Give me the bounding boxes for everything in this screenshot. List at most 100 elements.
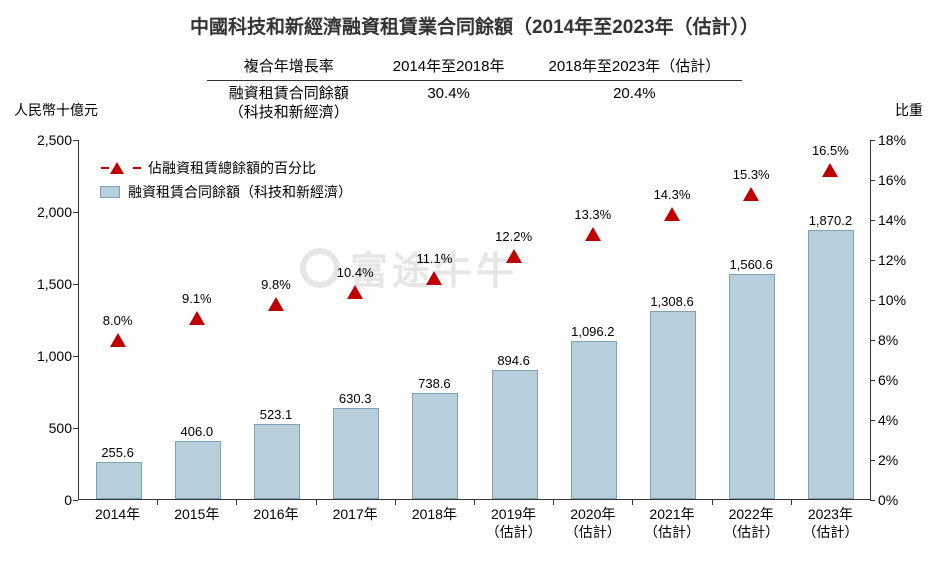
legend-bar-icon xyxy=(100,186,120,198)
ytick-right: 6% xyxy=(878,372,898,388)
xtick-mark xyxy=(632,500,633,505)
pct-value-label: 11.1% xyxy=(416,251,452,266)
x-category-label: 2016年 xyxy=(253,506,298,524)
right-axis-line xyxy=(870,140,871,500)
x-category-label: 2023年（估計） xyxy=(802,506,858,541)
pct-marker-triangle-icon xyxy=(664,207,680,221)
bar-value-label: 255.6 xyxy=(101,445,134,460)
rate-col-1: 2014年至2018年 xyxy=(371,51,527,81)
bar xyxy=(808,230,854,499)
x-category-label: 2015年 xyxy=(174,506,219,524)
pct-marker-triangle-icon xyxy=(110,333,126,347)
bar-value-label: 894.6 xyxy=(497,353,530,368)
legend-bar-label: 融資租賃合同餘額（科技和新經濟） xyxy=(128,182,352,202)
ytick-left: 2,500 xyxy=(28,132,72,148)
ytick-left-mark xyxy=(73,140,78,141)
ytick-left-mark xyxy=(73,428,78,429)
pct-marker-triangle-icon xyxy=(822,163,838,177)
x-category-label: 2022年（估計） xyxy=(723,506,779,541)
pct-value-label: 10.4% xyxy=(337,265,374,280)
ytick-right-mark xyxy=(870,140,875,141)
pct-marker-triangle-icon xyxy=(268,297,284,311)
ytick-right-mark xyxy=(870,420,875,421)
x-category-label: 2017年 xyxy=(333,506,378,524)
bar-value-label: 1,096.2 xyxy=(571,324,614,339)
ytick-right: 10% xyxy=(878,292,906,308)
ytick-left: 0 xyxy=(28,492,72,508)
x-category-label: 2019年（估計） xyxy=(486,506,542,541)
bar xyxy=(412,393,458,499)
ytick-left: 2,000 xyxy=(28,204,72,220)
y-axis-right-label: 比重 xyxy=(895,100,923,120)
bar-value-label: 1,560.6 xyxy=(730,257,773,272)
bar xyxy=(333,408,379,499)
pct-value-label: 9.1% xyxy=(182,291,212,306)
xtick-mark xyxy=(474,500,475,505)
legend-dash-2 xyxy=(133,167,141,169)
x-category-label: 2014年 xyxy=(95,506,140,524)
ytick-left: 500 xyxy=(28,420,72,436)
bar xyxy=(492,370,538,499)
ytick-right-mark xyxy=(870,300,875,301)
ytick-left-mark xyxy=(73,500,78,501)
pct-marker-triangle-icon xyxy=(347,285,363,299)
xtick-mark xyxy=(395,500,396,505)
ytick-right-mark xyxy=(870,220,875,221)
ytick-left: 1,000 xyxy=(28,348,72,364)
xtick-mark xyxy=(157,500,158,505)
bar xyxy=(571,341,617,499)
xtick-mark xyxy=(712,500,713,505)
bar-value-label: 523.1 xyxy=(260,407,293,422)
bar-value-label: 406.0 xyxy=(181,424,214,439)
ytick-left: 1,500 xyxy=(28,276,72,292)
rate-col-2: 2018年至2023年（估計） xyxy=(527,51,743,81)
chart-title: 中國科技和新經濟融資租賃業合同餘額（2014年至2023年（估計）） xyxy=(0,0,949,39)
ytick-right: 18% xyxy=(878,132,906,148)
pct-marker-triangle-icon xyxy=(506,249,522,263)
ytick-right: 12% xyxy=(878,252,906,268)
bar xyxy=(650,311,696,499)
pct-value-label: 12.2% xyxy=(495,229,532,244)
x-category-label: 2021年（估計） xyxy=(644,506,700,541)
bar xyxy=(729,274,775,499)
rate-row-label-l2: （科技和新經濟） xyxy=(229,104,349,123)
legend-dash-1 xyxy=(101,167,109,169)
bar-value-label: 1,308.6 xyxy=(650,294,693,309)
pct-value-label: 16.5% xyxy=(812,143,849,158)
ytick-right: 16% xyxy=(878,172,906,188)
ytick-right-mark xyxy=(870,180,875,181)
ytick-left-mark xyxy=(73,284,78,285)
ytick-right-mark xyxy=(870,500,875,501)
ytick-left-mark xyxy=(73,356,78,357)
y-axis-left-label: 人民幣十億元 xyxy=(14,100,98,120)
legend-row-marker: 佔融資租賃總餘額的百分比 xyxy=(100,158,352,178)
ytick-right-mark xyxy=(870,260,875,261)
ytick-right-mark xyxy=(870,340,875,341)
pct-value-label: 15.3% xyxy=(733,167,770,182)
ytick-left-mark xyxy=(73,212,78,213)
xtick-mark xyxy=(791,500,792,505)
ytick-right: 0% xyxy=(878,492,898,508)
bar xyxy=(254,424,300,499)
pct-marker-triangle-icon xyxy=(426,271,442,285)
pct-marker-triangle-icon xyxy=(585,227,601,241)
x-category-label: 2018年 xyxy=(412,506,457,524)
xtick-mark xyxy=(236,500,237,505)
legend-row-bar: 融資租賃合同餘額（科技和新經濟） xyxy=(100,182,352,202)
bar-value-label: 738.6 xyxy=(418,376,451,391)
ytick-right-mark xyxy=(870,380,875,381)
bar xyxy=(96,462,142,499)
ytick-right: 4% xyxy=(878,412,898,428)
legend-triangle-icon xyxy=(110,162,124,174)
legend-marker-label: 佔融資租賃總餘額的百分比 xyxy=(148,158,316,178)
pct-value-label: 8.0% xyxy=(103,313,133,328)
rate-val-1: 30.4% xyxy=(371,81,527,127)
bar-value-label: 1,870.2 xyxy=(809,213,852,228)
rate-row-label-l1: 融資租賃合同餘額 xyxy=(229,85,349,104)
x-category-label: 2020年（估計） xyxy=(565,506,621,541)
rate-val-2: 20.4% xyxy=(527,81,743,127)
ytick-right: 14% xyxy=(878,212,906,228)
growth-rate-table: 複合年增長率 2014年至2018年 2018年至2023年（估計） 融資租賃合… xyxy=(207,51,743,127)
ytick-right: 2% xyxy=(878,452,898,468)
pct-value-label: 13.3% xyxy=(574,207,611,222)
